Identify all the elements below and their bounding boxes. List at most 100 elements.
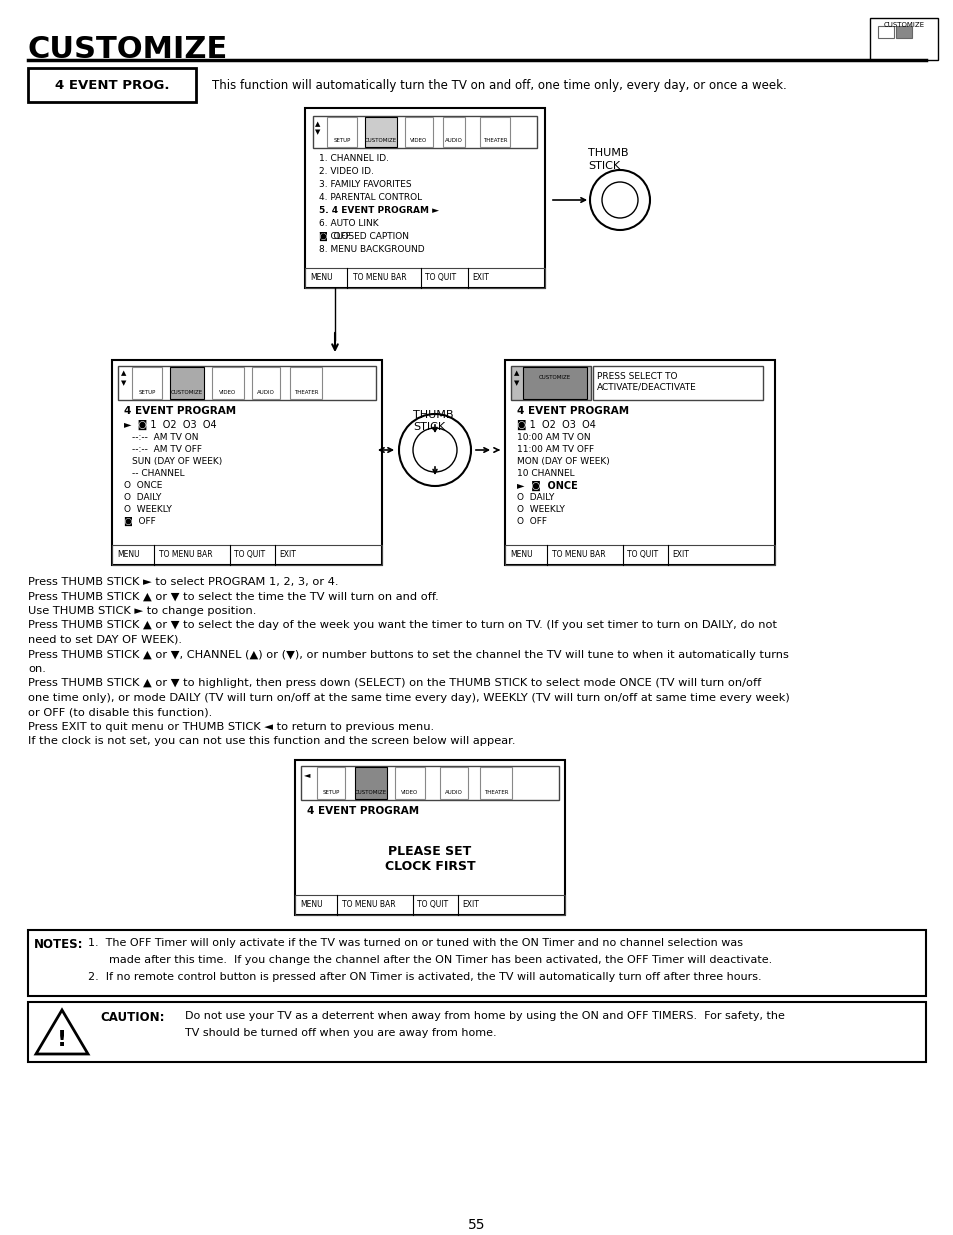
Bar [593,366,762,400]
Text: ▼: ▼ [314,128,320,135]
Text: CUSTOMIZE: CUSTOMIZE [28,35,228,64]
Text: 4. PARENTAL CONTROL: 4. PARENTAL CONTROL [318,193,421,203]
Bar [301,766,558,800]
Bar [877,26,893,38]
Bar [28,68,195,103]
Text: TO MENU BAR: TO MENU BAR [159,550,213,559]
Text: TO QUIT: TO QUIT [233,550,265,559]
Text: TO MENU BAR: TO MENU BAR [552,550,605,559]
Text: STICK: STICK [587,161,619,170]
Text: CLOCK FIRST: CLOCK FIRST [384,860,475,873]
Text: THEATER: THEATER [483,790,508,795]
Text: Use THUMB STICK ► to change position.: Use THUMB STICK ► to change position. [28,606,256,616]
Bar [442,117,464,147]
Text: 4 EVENT PROGRAM: 4 EVENT PROGRAM [307,806,418,816]
Text: SUN (DAY OF WEEK): SUN (DAY OF WEEK) [132,457,222,466]
Text: EXIT: EXIT [461,900,478,909]
Text: Press EXIT to quit menu or THUMB STICK ◄ to return to previous menu.: Press EXIT to quit menu or THUMB STICK ◄… [28,722,434,732]
Text: AUDIO: AUDIO [256,390,274,395]
Text: MENU: MENU [310,273,333,282]
Text: --:--  AM TV OFF: --:-- AM TV OFF [132,445,202,454]
Text: 4 EVENT PROGRAM: 4 EVENT PROGRAM [517,406,628,416]
Text: PRESS SELECT TO: PRESS SELECT TO [597,372,677,382]
Bar [305,268,544,288]
Text: VIDEO: VIDEO [401,790,418,795]
Text: EXIT: EXIT [472,273,488,282]
Text: Press THUMB STICK ▲ or ▼ to select the day of the week you want the timer to tur: Press THUMB STICK ▲ or ▼ to select the d… [28,620,776,631]
Text: on.: on. [28,664,46,674]
Text: Press THUMB STICK ▲ or ▼, CHANNEL (▲) or (▼), or number buttons to set the chann: Press THUMB STICK ▲ or ▼, CHANNEL (▲) or… [28,650,788,659]
Bar [290,367,322,399]
Text: SETUP: SETUP [138,390,155,395]
Bar [294,760,564,915]
Text: EXIT: EXIT [671,550,688,559]
Text: MENU: MENU [299,900,322,909]
Text: THUMB: THUMB [413,410,453,420]
Text: AUDIO: AUDIO [445,790,462,795]
Text: O  WEEKLY: O WEEKLY [517,505,564,514]
Text: 4 EVENT PROGRAM: 4 EVENT PROGRAM [124,406,236,416]
Text: MENU: MENU [510,550,532,559]
Bar [132,367,162,399]
Text: ▲: ▲ [121,370,126,375]
Text: PLEASE SET: PLEASE SET [388,845,471,858]
Bar [439,767,468,799]
Bar [504,545,774,564]
Text: one time only), or mode DAILY (TV will turn on/off at the same time every day), : one time only), or mode DAILY (TV will t… [28,693,789,703]
Text: ▼: ▼ [121,380,126,387]
Text: ◄: ◄ [304,769,310,779]
Text: 5. 4 EVENT PROGRAM ►: 5. 4 EVENT PROGRAM ► [318,206,438,215]
Bar [511,366,590,400]
Text: ▲: ▲ [314,121,320,127]
Text: 6. AUTO LINK: 6. AUTO LINK [318,219,378,228]
Text: 4 EVENT PROG.: 4 EVENT PROG. [54,79,169,91]
Bar [395,767,424,799]
Text: 10 CHANNEL: 10 CHANNEL [517,469,574,478]
Bar [294,895,564,915]
Text: This function will automatically turn the TV on and off, one time only, every da: This function will automatically turn th… [212,79,786,91]
Text: ◙  OFF: ◙ OFF [124,517,155,526]
Text: O  DAILY: O DAILY [517,493,554,501]
Text: Press THUMB STICK ▲ or ▼ to select the time the TV will turn on and off.: Press THUMB STICK ▲ or ▼ to select the t… [28,592,438,601]
Text: 11:00 AM TV OFF: 11:00 AM TV OFF [517,445,594,454]
Text: ▼: ▼ [514,380,518,387]
Bar [365,117,396,147]
Text: ACTIVATE/DEACTIVATE: ACTIVATE/DEACTIVATE [597,383,696,391]
Text: MON (DAY OF WEEK): MON (DAY OF WEEK) [517,457,609,466]
Text: TO QUIT: TO QUIT [424,273,456,282]
Text: need to set DAY OF WEEK).: need to set DAY OF WEEK). [28,635,182,645]
Text: Press THUMB STICK ▲ or ▼ to highlight, then press down (SELECT) on the THUMB STI: Press THUMB STICK ▲ or ▼ to highlight, t… [28,678,760,688]
Text: 55: 55 [468,1218,485,1233]
Bar [28,1002,925,1062]
Text: CUSTOMIZE: CUSTOMIZE [538,375,571,380]
Text: THEATER: THEATER [294,390,318,395]
Text: Do not use your TV as a deterrent when away from home by using the ON and OFF TI: Do not use your TV as a deterrent when a… [185,1011,784,1021]
Text: or OFF (to disable this function).: or OFF (to disable this function). [28,708,212,718]
Text: 10:00 AM TV ON: 10:00 AM TV ON [517,433,590,442]
Text: SETUP: SETUP [322,790,339,795]
Text: STICK: STICK [413,422,445,432]
Bar [118,366,375,400]
Text: 1. CHANNEL ID.: 1. CHANNEL ID. [318,154,389,163]
Text: ◙ 1  O2  O3  O4: ◙ 1 O2 O3 O4 [517,420,596,430]
Text: THEATER: THEATER [482,138,507,143]
Bar [112,359,381,564]
Text: TO MENU BAR: TO MENU BAR [341,900,395,909]
Text: VIDEO: VIDEO [219,390,236,395]
Text: EXIT: EXIT [278,550,295,559]
Text: !: ! [57,1030,67,1050]
Text: NOTES:: NOTES: [34,939,84,951]
Bar [405,117,433,147]
Text: 8. MENU BACKGROUND: 8. MENU BACKGROUND [318,245,424,254]
Text: O  OFF: O OFF [517,517,546,526]
Text: 3. FAMILY FAVORITES: 3. FAMILY FAVORITES [318,180,411,189]
Bar [479,117,510,147]
Text: CUSTOMIZE: CUSTOMIZE [171,390,203,395]
Bar [316,767,345,799]
Bar [28,930,925,995]
Text: O  WEEKLY: O WEEKLY [124,505,172,514]
Text: -- CHANNEL: -- CHANNEL [132,469,185,478]
Bar [355,767,387,799]
Bar [170,367,204,399]
Bar [327,117,356,147]
